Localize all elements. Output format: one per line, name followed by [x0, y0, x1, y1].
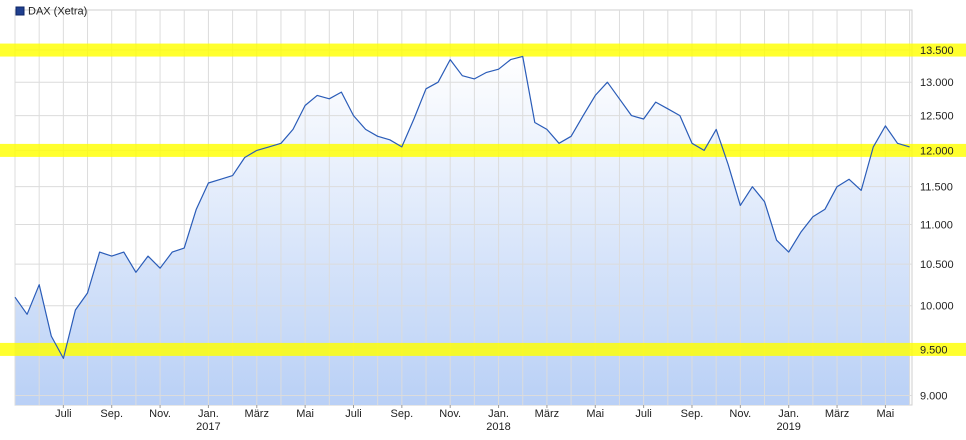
x-tick-label: Nov. [439, 408, 462, 420]
legend-swatch [15, 6, 25, 16]
line [14, 55, 910, 359]
x-tick-label: Juli [345, 408, 362, 420]
area [15, 56, 910, 406]
y-tick-label: 10.000 [920, 301, 954, 313]
x-tick-label: Juli [55, 408, 72, 420]
y-tick-label: 9.500 [920, 344, 948, 356]
x-tick-label: März [534, 408, 560, 420]
y-tick-label: 11.500 [920, 182, 953, 194]
y-tick-label: 10.500 [920, 259, 954, 271]
y-tick-label: 13.500 [920, 45, 954, 57]
x-tick-label: Nov. [149, 408, 171, 420]
x-tick-label: Jan. 2019 [776, 408, 801, 433]
x-tick-label: Sep. [390, 408, 414, 420]
y-tick-label: 12.500 [920, 111, 954, 123]
y-tick-label: 9.000 [920, 390, 948, 402]
highlight-band [0, 43, 966, 57]
y-tick-label: 11.000 [920, 219, 953, 231]
x-tick-label: Nov. [729, 408, 752, 420]
x-tick-label: Sep. [680, 408, 704, 420]
x-tick-label: Sep. [100, 408, 124, 420]
highlight-band [0, 342, 966, 356]
highlight-band [0, 143, 966, 157]
y-tick-label: 12.000 [920, 145, 954, 157]
x-tick-label: Mai [296, 408, 314, 420]
x-tick-label: Mai [876, 408, 895, 420]
x-tick-label: Juli [635, 408, 652, 420]
x-tick-label: Mai [586, 408, 605, 420]
x-tick-label: März [244, 408, 269, 420]
x-tick-label: März [824, 408, 850, 420]
x-tick-label: Jan. 2017 [196, 408, 221, 433]
legend-label: DAX (Xetra) [28, 5, 87, 17]
x-tick-label: Jan. 2018 [486, 408, 511, 433]
y-tick-label: 13.000 [920, 77, 954, 89]
